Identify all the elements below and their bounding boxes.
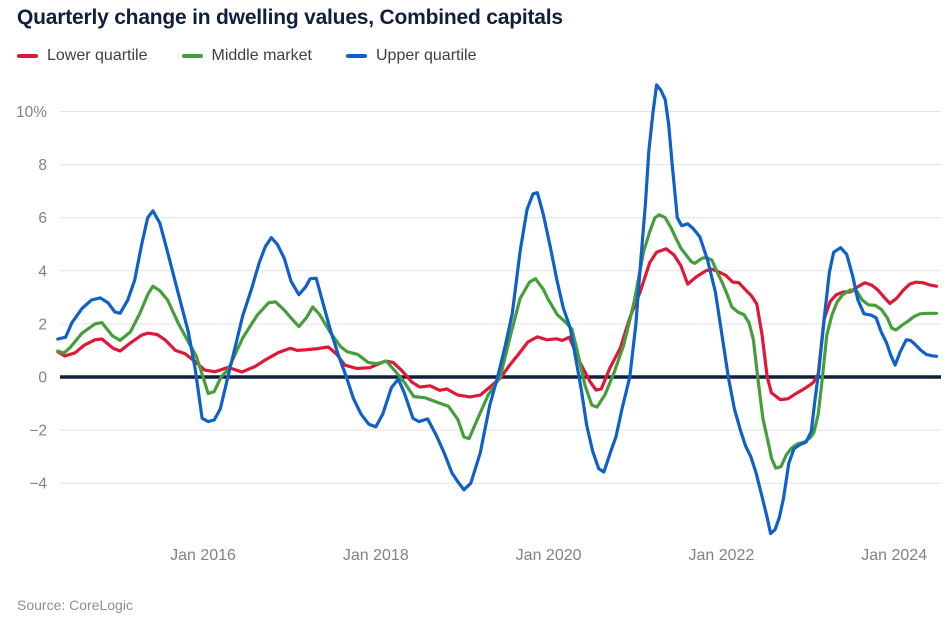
legend-label: Lower quartile	[47, 47, 148, 64]
legend-item-middle-market: Middle market	[181, 47, 312, 65]
series-line-middle-market	[56, 213, 939, 470]
legend-item-upper-quartile: Upper quartile	[345, 47, 477, 65]
y-axis-label: 4	[38, 263, 47, 280]
legend-swatch-middle-market-icon	[181, 54, 203, 58]
x-axis-label: Jan 2018	[343, 547, 409, 564]
y-axis-label: −4	[29, 476, 47, 493]
y-axis-label: 0	[38, 370, 47, 387]
y-axis-label: −2	[29, 423, 47, 440]
y-axis-label: 8	[38, 157, 47, 174]
legend-swatch-upper-quartile-icon	[345, 54, 367, 58]
x-axis-label: Jan 2024	[861, 547, 927, 564]
x-axis-label: Jan 2022	[688, 547, 754, 564]
legend-swatch-lower-quartile-icon	[17, 54, 38, 58]
legend-label: Middle market	[211, 47, 312, 64]
chart-title: Quarterly change in dwelling values, Com…	[17, 6, 563, 29]
x-axis-label: Jan 2016	[170, 547, 236, 564]
source-note: Source: CoreLogic	[17, 597, 133, 613]
y-axis-label: 2	[38, 316, 47, 333]
legend-label: Upper quartile	[375, 47, 477, 64]
chart-legend: Lower quartile Middle market Upper quart…	[17, 46, 476, 66]
legend-item-lower-quartile: Lower quartile	[17, 47, 148, 65]
series-line-upper-quartile	[56, 83, 939, 536]
y-axis-label: 6	[38, 210, 47, 227]
y-axis-label: 10%	[16, 104, 47, 121]
x-axis-label: Jan 2020	[516, 547, 582, 564]
